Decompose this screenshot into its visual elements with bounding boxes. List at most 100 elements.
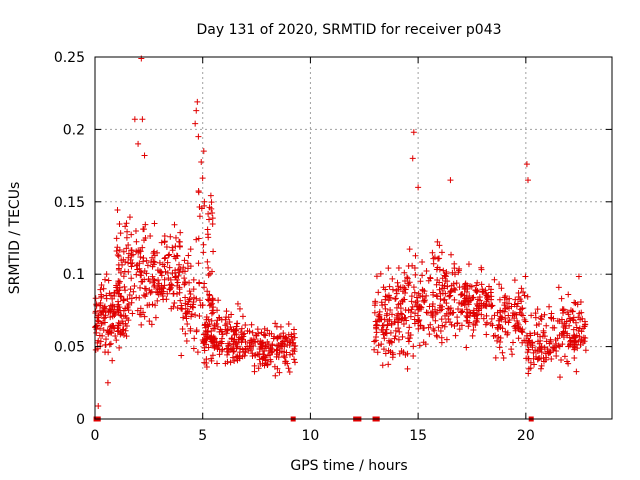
data-point	[372, 318, 379, 325]
data-point	[115, 322, 122, 329]
data-point	[209, 221, 216, 228]
data-point	[508, 303, 515, 310]
data-point	[487, 320, 494, 327]
data-point	[219, 331, 226, 338]
data-point	[485, 293, 492, 300]
data-point	[261, 325, 268, 332]
data-point	[166, 286, 173, 293]
data-point	[410, 129, 417, 136]
data-point	[380, 346, 387, 353]
data-point	[204, 288, 211, 295]
data-point	[462, 297, 469, 304]
data-point	[572, 300, 579, 307]
data-point	[448, 282, 455, 289]
data-point	[170, 303, 177, 310]
data-point	[117, 230, 124, 237]
data-point	[383, 312, 390, 319]
data-point	[149, 273, 156, 280]
data-point	[97, 338, 104, 345]
data-point	[382, 350, 389, 357]
data-point	[541, 311, 548, 318]
data-point	[203, 364, 210, 371]
data-point	[375, 289, 382, 296]
data-point	[565, 291, 572, 298]
data-point	[114, 244, 121, 251]
data-point	[550, 345, 557, 352]
data-point	[274, 342, 281, 349]
data-point	[131, 116, 138, 123]
data-point	[511, 315, 518, 322]
data-point	[476, 297, 483, 304]
data-point	[272, 372, 279, 379]
data-point	[430, 291, 437, 298]
data-point	[226, 340, 233, 347]
data-point	[174, 276, 181, 283]
data-point	[214, 360, 221, 367]
data-point	[451, 285, 458, 292]
data-point	[398, 316, 405, 323]
data-point	[253, 332, 260, 339]
data-point	[247, 345, 254, 352]
data-point	[210, 248, 217, 255]
data-point	[123, 234, 130, 241]
data-point	[399, 333, 406, 340]
data-point	[415, 184, 422, 191]
data-point	[571, 354, 578, 361]
data-point	[215, 297, 222, 304]
data-point	[456, 326, 463, 333]
data-point	[213, 338, 220, 345]
data-point	[204, 258, 211, 265]
data-point	[104, 327, 111, 334]
data-point	[128, 263, 135, 270]
data-point	[120, 320, 127, 327]
data-point	[119, 318, 126, 325]
data-point	[404, 274, 411, 281]
data-point	[506, 316, 513, 323]
chart-title: Day 131 of 2020, SRMTID for receiver p04…	[196, 22, 501, 38]
data-point	[515, 326, 522, 333]
data-point	[191, 335, 198, 342]
data-point	[154, 267, 161, 274]
data-point	[190, 276, 197, 283]
data-point	[186, 308, 193, 315]
data-point	[230, 348, 237, 355]
data-point	[451, 322, 458, 329]
data-point	[181, 275, 188, 282]
data-point	[443, 336, 450, 343]
data-point	[488, 302, 495, 309]
data-point	[105, 277, 112, 284]
data-point	[274, 365, 281, 372]
data-point	[392, 333, 399, 340]
data-point	[114, 207, 121, 214]
data-point	[375, 342, 382, 349]
data-point	[264, 327, 271, 334]
data-point	[242, 338, 249, 345]
data-point	[434, 333, 441, 340]
data-point	[120, 307, 127, 314]
data-point	[405, 280, 412, 287]
axis-ticks: 0 5 10 15 20 0 0.05 0.1 0.15 0.2 0.25	[54, 50, 612, 444]
data-point	[388, 339, 395, 346]
data-point	[98, 320, 105, 327]
data-point	[448, 321, 455, 328]
data-point	[395, 325, 402, 332]
data-point	[264, 339, 271, 346]
data-point	[452, 332, 459, 339]
data-point	[210, 342, 217, 349]
data-point	[547, 338, 554, 345]
data-point	[172, 234, 179, 241]
data-point	[558, 316, 565, 323]
data-point	[433, 332, 440, 339]
data-point	[107, 340, 114, 347]
data-point	[571, 344, 578, 351]
data-point	[553, 353, 560, 360]
data-point	[248, 321, 255, 328]
x-tick-label: 5	[198, 428, 207, 444]
data-point	[137, 268, 144, 275]
data-point	[244, 327, 251, 334]
data-point	[112, 310, 119, 317]
data-point	[525, 346, 532, 353]
data-point	[161, 276, 168, 283]
data-point	[155, 277, 162, 284]
data-point	[238, 325, 245, 332]
